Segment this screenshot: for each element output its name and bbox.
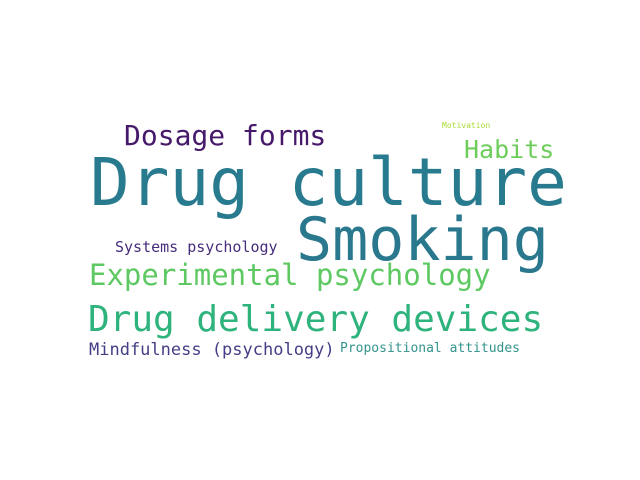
word-mindfulness-psychology: Mindfulness (psychology) [89, 340, 335, 360]
word-experimental-psychology: Experimental psychology [89, 258, 491, 292]
word-motivation: Motivation [442, 121, 491, 130]
word-habits: Habits [464, 135, 555, 164]
word-smoking: Smoking [296, 205, 549, 275]
word-systems-psychology: Systems psychology [115, 238, 278, 256]
word-drug-delivery-devices: Drug delivery devices [88, 299, 544, 340]
word-dosage-forms: Dosage forms [124, 119, 327, 152]
word-drug-culture: Drug culture [90, 144, 567, 221]
word-propositional-attitudes: Propositional attitudes [340, 341, 521, 356]
